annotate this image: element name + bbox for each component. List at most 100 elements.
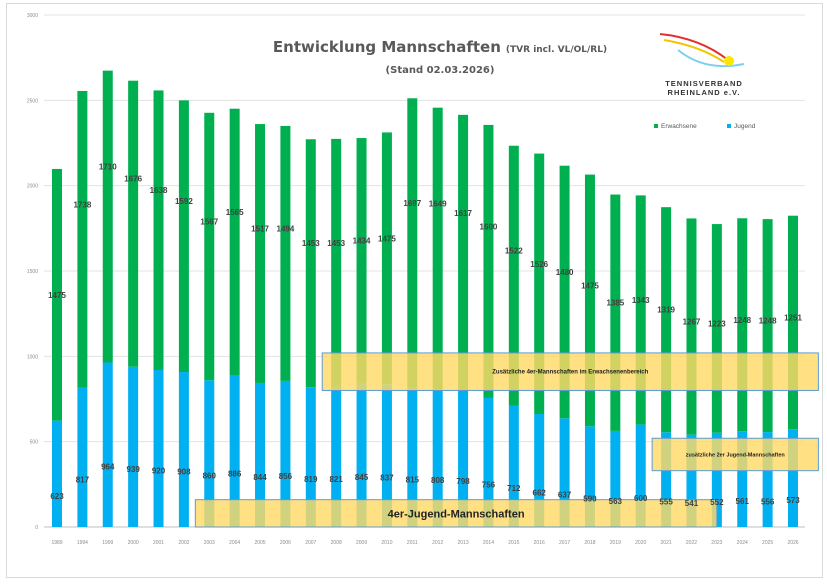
data-label-erwachsene: 1617 (454, 209, 472, 218)
annotation-box (194, 499, 718, 528)
x-tick-label: 2007 (305, 540, 316, 546)
logo-ball-icon (724, 56, 734, 66)
bar-jugend (432, 389, 443, 527)
bar-erwachsene (661, 207, 672, 433)
x-tick-label: 2010 (381, 540, 392, 546)
bar-erwachsene (204, 112, 215, 381)
y-tick-label: 1500 (27, 269, 38, 275)
bar-jugend (178, 372, 189, 527)
data-label-erwachsene: 1638 (150, 186, 168, 195)
x-tick-label: 2018 (584, 540, 595, 546)
x-tick-label: 1989 (51, 540, 62, 546)
x-tick-label: 2012 (432, 540, 443, 546)
data-label-jugend: 815 (406, 475, 420, 484)
data-label-erwachsene: 1710 (99, 163, 117, 172)
data-label-erwachsene: 1517 (251, 225, 269, 234)
x-tick-label: 2013 (458, 540, 469, 546)
bar-erwachsene (711, 224, 722, 433)
bar-jugend (788, 429, 798, 527)
x-tick-label: 1994 (77, 540, 88, 546)
bar-erwachsene (762, 219, 773, 433)
x-tick-label: 2019 (610, 540, 621, 546)
bar-jugend (356, 382, 367, 527)
bar-jugend (559, 418, 570, 527)
data-label-erwachsene: 1223 (708, 319, 726, 328)
x-tick-label: 2015 (508, 540, 519, 546)
data-label-erwachsene: 1267 (683, 318, 701, 327)
bar-jugend (458, 390, 469, 527)
y-tick-label: 1000 (27, 354, 38, 360)
bar-jugend (102, 362, 113, 527)
data-label-jugend: 939 (126, 465, 140, 474)
data-label-erwachsene: 1522 (505, 247, 523, 256)
data-label-jugend: 563 (609, 497, 623, 506)
bar-jugend (584, 426, 595, 527)
data-label-erwachsene: 1453 (327, 239, 345, 248)
data-label-jugend: 756 (482, 480, 496, 489)
bar-erwachsene (77, 90, 88, 388)
bar-erwachsene (229, 108, 240, 376)
bar-jugend (610, 430, 621, 527)
annotation-box (651, 437, 819, 472)
data-label-jugend: 964 (101, 463, 115, 472)
bar-erwachsene (788, 215, 798, 430)
legend-swatch-jugend (727, 124, 731, 128)
bar-erwachsene (280, 125, 291, 381)
data-label-jugend: 920 (152, 466, 166, 475)
data-label-erwachsene: 1385 (606, 299, 624, 308)
bar-jugend (128, 366, 139, 527)
bar-jugend (77, 387, 88, 527)
data-label-erwachsene: 1343 (632, 296, 650, 305)
bar-erwachsene (458, 114, 469, 391)
data-label-jugend: 817 (76, 475, 90, 484)
data-label-jugend: 798 (456, 477, 470, 486)
bar-jugend (280, 380, 291, 527)
data-label-jugend: 590 (583, 495, 597, 504)
data-label-jugend: 808 (431, 476, 445, 485)
data-label-erwachsene: 1480 (556, 268, 574, 277)
bar-jugend (508, 405, 519, 527)
bar-jugend (204, 380, 215, 527)
bar-erwachsene (331, 138, 342, 387)
bar-erwachsene (102, 70, 113, 363)
bar-jugend (635, 424, 646, 527)
x-tick-label: 2023 (711, 540, 722, 546)
data-label-erwachsene: 1592 (175, 197, 193, 206)
data-label-jugend: 600 (634, 494, 648, 503)
y-tick-label: 2500 (27, 98, 38, 104)
data-label-erwachsene: 1434 (353, 236, 371, 245)
data-label-erwachsene: 1649 (429, 199, 447, 208)
logo-swoosh-yellow (663, 39, 725, 63)
data-label-erwachsene: 1475 (48, 291, 66, 300)
bar-jugend (711, 432, 722, 527)
data-label-jugend: 860 (203, 472, 217, 481)
bar-jugend (762, 432, 773, 527)
x-tick-label: 1999 (102, 540, 113, 546)
chart-subtitle: (Stand 02.03.2026) (386, 65, 495, 76)
bar-erwachsene (483, 124, 494, 398)
bar-erwachsene (584, 174, 595, 427)
bar-erwachsene (255, 124, 266, 383)
legend-label-erwachsene: Erwachsene (661, 123, 697, 130)
data-label-erwachsene: 1600 (480, 222, 498, 231)
data-label-erwachsene: 1248 (733, 316, 751, 325)
x-tick-label: 2001 (153, 540, 164, 546)
data-label-jugend: 908 (177, 468, 191, 477)
x-tick-label: 2011 (407, 540, 418, 546)
bar-jugend (534, 414, 545, 527)
bar-erwachsene (407, 98, 418, 388)
x-tick-label: 2004 (229, 540, 240, 546)
annotation-label: 4er-Jugend-Mannschaften (388, 508, 525, 520)
chart-frame (6, 3, 823, 578)
legend-swatch-erwachsene (654, 124, 658, 128)
data-label-jugend: 561 (736, 497, 750, 506)
bar-erwachsene (559, 165, 570, 419)
logo-text: TENNISVERBAND (665, 79, 743, 88)
data-label-erwachsene: 1697 (403, 199, 421, 208)
data-label-jugend: 623 (50, 492, 64, 501)
bar-jugend (686, 434, 697, 527)
data-label-jugend: 712 (507, 484, 521, 493)
chart-title-suffix: (TVR incl. VL/OL/RL) (506, 45, 607, 55)
x-tick-label: 2003 (204, 540, 215, 546)
y-tick-label: 3000 (27, 13, 38, 19)
